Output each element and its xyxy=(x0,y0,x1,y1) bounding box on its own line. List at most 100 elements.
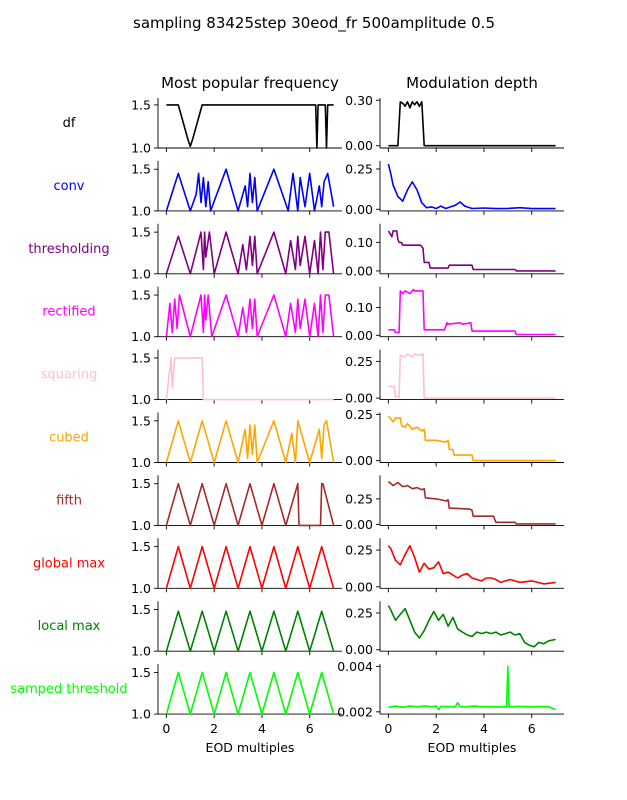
y-tick-label: 1.5 xyxy=(131,162,151,177)
series-line xyxy=(165,357,334,401)
y-tick-label: 1.0 xyxy=(131,455,151,470)
y-tick-label: 0.00 xyxy=(345,579,373,594)
right-panel-fifth: 0.00 0.25 xyxy=(345,475,564,532)
y-tick-label: 0.10 xyxy=(345,300,373,315)
series-line xyxy=(387,544,556,585)
series-line xyxy=(387,480,556,525)
y-tick-label: 0.25 xyxy=(345,161,373,176)
panels: df1.01.50.000.30conv1.01.50.000.25thresh… xyxy=(10,93,564,736)
y-tick-label: 0.00 xyxy=(345,642,373,657)
series-line xyxy=(165,419,335,464)
y-tick-label: 1.5 xyxy=(131,350,151,365)
series-line xyxy=(165,482,335,527)
right-panel-df: 0.00 0.30 xyxy=(345,93,564,153)
series-line xyxy=(165,545,335,590)
y-tick-label: 0.00 xyxy=(345,517,373,532)
y-tick-label: 1.0 xyxy=(131,707,151,722)
row-label: df xyxy=(63,116,76,131)
y-tick-label: 0.00 xyxy=(345,328,373,343)
x-tick-label: 0 xyxy=(162,721,170,736)
series-line xyxy=(165,231,335,275)
series-line xyxy=(387,415,556,462)
right-panel-rectified: 0.00 0.10 xyxy=(345,286,564,343)
y-tick-label: 1.0 xyxy=(131,518,151,533)
row-label: squaring xyxy=(41,368,98,383)
y-tick-label: 0.25 xyxy=(345,407,373,422)
left-panel-conv: 1.0 1.5 xyxy=(131,160,342,218)
series-line xyxy=(165,168,335,212)
right-x-axis-label: EOD multiples xyxy=(428,740,517,755)
right-column-title: Modulation depth xyxy=(406,74,538,92)
y-tick-label: 0.004 xyxy=(337,659,373,674)
y-tick-label: 1.0 xyxy=(131,141,151,156)
series-line xyxy=(165,294,335,338)
right-panel-squaring: 0.00 0.25 xyxy=(345,349,564,406)
y-tick-label: 1.0 xyxy=(131,581,151,596)
x-tick-label: 4 xyxy=(480,721,488,736)
left-panel-global-max: 1.0 1.5 xyxy=(131,538,342,596)
left-panel-squaring: 1.0 1.5 xyxy=(131,349,342,407)
series-line xyxy=(165,610,335,653)
y-tick-label: 1.5 xyxy=(131,413,151,428)
left-panel-df: 1.0 1.5 xyxy=(131,97,342,156)
series-line xyxy=(388,353,556,399)
row-label: thresholding xyxy=(28,242,109,257)
left-panel-local-max: 1.0 1.5 xyxy=(131,601,342,659)
y-tick-label: 0.25 xyxy=(345,491,373,506)
series-line xyxy=(388,288,556,336)
right-panel-global-max: 0.00 0.25 xyxy=(345,538,564,594)
y-tick-label: 0.00 xyxy=(345,453,373,468)
y-tick-label: 1.5 xyxy=(131,288,151,303)
y-tick-label: 1.5 xyxy=(131,602,151,617)
y-tick-label: 0.30 xyxy=(345,93,373,108)
right-panel-samped-threshold: 0.002 0.004 0 2 4 6 xyxy=(337,659,564,736)
series-line xyxy=(387,230,556,272)
y-tick-label: 0.00 xyxy=(345,202,373,217)
series-line xyxy=(166,104,334,149)
y-tick-label: 1.5 xyxy=(131,225,151,240)
left-panel-fifth: 1.0 1.5 xyxy=(131,475,342,533)
right-panel-cubed: 0.00 0.25 xyxy=(345,407,564,468)
y-tick-label: 1.0 xyxy=(131,644,151,659)
figure-title: sampling 83425step 30eod_fr 500amplitude… xyxy=(133,14,495,33)
left-x-axis-label: EOD multiples xyxy=(206,740,295,755)
row-label: fifth xyxy=(56,493,82,508)
y-tick-label: 0.25 xyxy=(345,605,373,620)
y-tick-label: 0.00 xyxy=(345,263,373,278)
row-label: local max xyxy=(38,619,101,634)
left-panel-thresholding: 1.0 1.5 xyxy=(131,223,342,281)
x-tick-label: 6 xyxy=(528,721,536,736)
y-tick-label: 0.00 xyxy=(345,138,373,153)
row-label: samped threshold xyxy=(10,682,127,697)
series-line xyxy=(388,101,556,147)
y-tick-label: 1.0 xyxy=(131,329,151,344)
y-tick-label: 1.0 xyxy=(131,266,151,281)
row-label: rectified xyxy=(42,305,95,320)
x-tick-label: 4 xyxy=(258,721,266,736)
series-line xyxy=(387,605,556,648)
x-tick-label: 2 xyxy=(432,721,440,736)
series-line xyxy=(388,665,556,711)
y-tick-label: 0.10 xyxy=(345,235,373,250)
y-tick-label: 0.00 xyxy=(345,391,373,406)
left-column-title: Most popular frequency xyxy=(161,74,339,92)
y-tick-label: 1.5 xyxy=(131,97,151,112)
left-panel-cubed: 1.0 1.5 xyxy=(131,412,342,470)
row-label: global max xyxy=(33,556,105,571)
y-tick-label: 0.25 xyxy=(345,354,373,369)
y-tick-label: 1.0 xyxy=(131,392,151,407)
x-tick-label: 0 xyxy=(384,721,392,736)
right-panel-local-max: 0.00 0.25 xyxy=(345,601,564,657)
row-label: conv xyxy=(53,179,84,194)
x-tick-label: 2 xyxy=(210,721,218,736)
y-tick-label: 1.5 xyxy=(131,665,151,680)
series-line xyxy=(387,163,556,210)
y-tick-label: 0.25 xyxy=(345,543,373,558)
right-panel-thresholding: 0.00 0.10 xyxy=(345,223,564,278)
y-tick-label: 1.0 xyxy=(131,203,151,218)
y-tick-label: 1.5 xyxy=(131,539,151,554)
x-tick-label: 6 xyxy=(306,721,314,736)
series-line xyxy=(165,671,335,715)
y-tick-label: 1.5 xyxy=(131,476,151,491)
